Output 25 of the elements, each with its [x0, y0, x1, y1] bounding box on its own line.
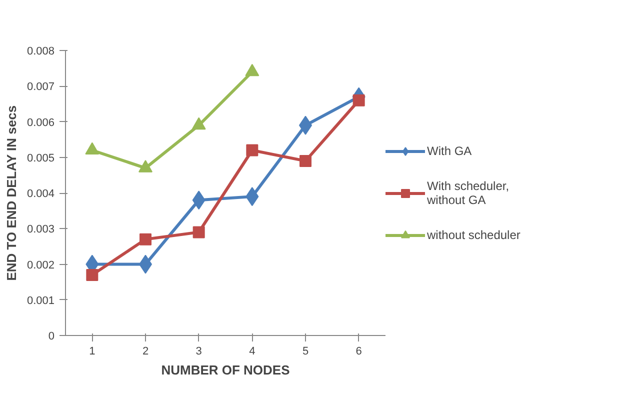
point: [192, 226, 205, 238]
y-tick-label: 0.002: [26, 259, 55, 272]
x-axis-title: NUMBER OF NODES: [161, 362, 290, 378]
legend-label: without scheduler: [427, 228, 522, 242]
x-tick-label: 4: [249, 346, 256, 358]
y-tick-label: 0.004: [26, 188, 55, 200]
y-axis-title: END TO END DELAY IN secs: [4, 105, 19, 281]
x-tick-label: 5: [302, 346, 309, 358]
y-tick-label: 0.005: [26, 152, 55, 164]
legend-label: With scheduler, without GA: [427, 179, 510, 207]
y-tick-label: 0.006: [26, 116, 55, 129]
point: [246, 144, 258, 156]
x-tick-label: 1: [89, 346, 96, 358]
legend-label: With GA: [427, 144, 473, 158]
y-tick-label: 0.008: [26, 46, 55, 58]
point: [140, 233, 152, 246]
x-tick-label: 2: [142, 346, 149, 358]
x-tick-label: 3: [196, 346, 202, 358]
y-tick-label: 0.003: [26, 224, 55, 236]
y-tick-label: 0.007: [26, 81, 55, 94]
y-tick-label: 0.001: [26, 294, 55, 307]
y-tick-label: 0: [48, 330, 55, 342]
point: [300, 154, 312, 167]
x-tick-label: 6: [356, 346, 362, 358]
point: [86, 268, 98, 281]
